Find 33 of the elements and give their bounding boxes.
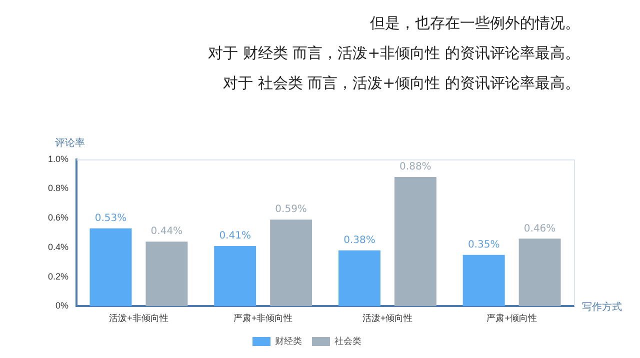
legend-label: 社会类 [334, 336, 362, 346]
x-tick-label: 活泼+非倾向性 [109, 313, 168, 324]
data-label: 0.35% [468, 239, 500, 250]
legend-label: 财经类 [275, 336, 302, 346]
data-label: 0.59% [275, 204, 307, 216]
bar [518, 238, 561, 306]
bar [338, 250, 380, 306]
data-label: 0.41% [219, 230, 251, 242]
y-tick-label: 0% [56, 300, 69, 311]
x-tick-label: 严肃+非倾向性 [233, 313, 293, 324]
bar [462, 254, 505, 306]
data-label: 0.88% [400, 162, 432, 173]
y-tick-label: 0.4% [48, 242, 69, 252]
bar [146, 242, 188, 306]
text: 对于 社会类 而言，活泼+倾向性 的资讯评论率最高。 [222, 73, 580, 94]
x-tick-label: 严肃+倾向性 [486, 313, 537, 324]
y-tick-label: 0.2% [48, 271, 69, 282]
y-axis-title: 评论率 [55, 136, 85, 150]
bar [270, 220, 312, 306]
x-axis-title: 写作方式 [582, 300, 622, 314]
bar [394, 177, 436, 306]
data-label: 0.46% [524, 223, 556, 234]
x-tick-label: 活泼+倾向性 [362, 313, 413, 324]
bar [214, 246, 256, 306]
data-label: 0.38% [344, 235, 376, 246]
text: 但是，也存在一些例外的情况。 [369, 13, 580, 34]
y-tick-label: 0.8% [48, 183, 69, 194]
data-label: 0.53% [94, 212, 127, 224]
bar [90, 228, 132, 306]
y-tick-label: 0.6% [48, 212, 69, 223]
data-label: 0.44% [150, 226, 183, 238]
y-tick-label: 1.0% [48, 154, 69, 164]
text: 对于 财经类 而言，活泼+非倾向性 的资讯评论率最高。 [208, 43, 580, 64]
